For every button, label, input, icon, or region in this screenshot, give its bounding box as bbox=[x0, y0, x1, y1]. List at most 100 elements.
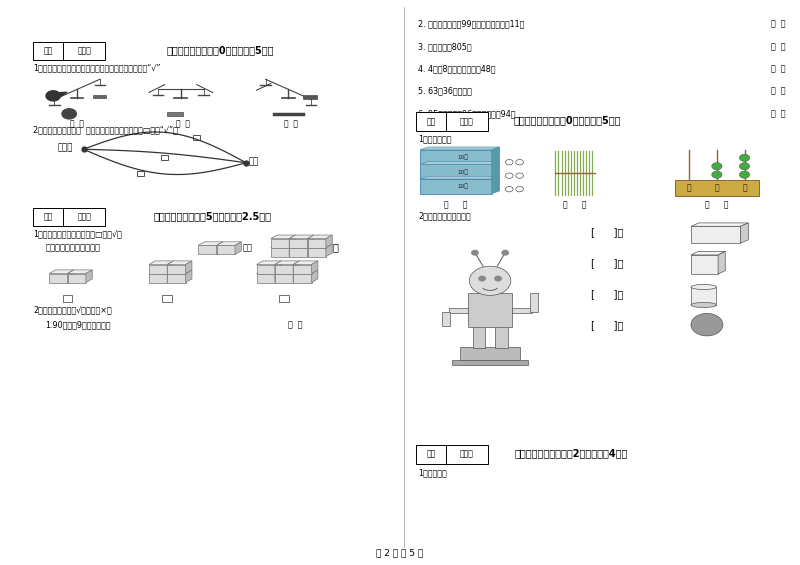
Text: 小明家: 小明家 bbox=[57, 143, 73, 152]
Bar bbox=[289, 238, 307, 247]
Polygon shape bbox=[307, 244, 332, 247]
Bar bbox=[307, 238, 326, 247]
Circle shape bbox=[739, 171, 750, 179]
Text: 得分: 得分 bbox=[44, 47, 53, 55]
Circle shape bbox=[516, 186, 523, 192]
Bar bbox=[193, 135, 200, 140]
Polygon shape bbox=[326, 235, 332, 247]
Text: 1、连一连。: 1、连一连。 bbox=[418, 468, 447, 477]
Bar bbox=[271, 238, 289, 247]
Text: 评卷人: 评卷人 bbox=[460, 450, 474, 459]
Text: 得分: 得分 bbox=[426, 117, 436, 126]
Polygon shape bbox=[311, 261, 318, 273]
Text: （  ）: （ ） bbox=[770, 42, 786, 51]
Text: 2、数一数，填一填吧。: 2、数一数，填一填吧。 bbox=[418, 212, 471, 221]
Text: 5. 63和36一样大。: 5. 63和36一样大。 bbox=[418, 87, 472, 96]
Polygon shape bbox=[293, 270, 318, 273]
Text: （      ）: （ ） bbox=[705, 201, 729, 210]
Text: 评卷人: 评卷人 bbox=[460, 117, 474, 126]
Text: [      ]个: [ ]个 bbox=[591, 320, 624, 329]
Text: 学校: 学校 bbox=[249, 157, 258, 166]
Circle shape bbox=[712, 171, 722, 179]
Polygon shape bbox=[307, 235, 314, 247]
Circle shape bbox=[495, 276, 502, 281]
Bar bbox=[420, 150, 492, 164]
Polygon shape bbox=[257, 270, 282, 273]
Polygon shape bbox=[167, 270, 174, 282]
Bar bbox=[93, 95, 106, 98]
Text: 1、相信我的判断力，一定能在最重的下面的（）里画“√”: 1、相信我的判断力，一定能在最重的下面的（）里画“√” bbox=[34, 63, 161, 72]
Text: （  ）: （ ） bbox=[284, 119, 298, 128]
Bar bbox=[257, 273, 275, 282]
Polygon shape bbox=[741, 223, 748, 243]
Text: 百: 百 bbox=[687, 184, 691, 193]
Bar bbox=[257, 264, 275, 273]
Text: （  ）: （ ） bbox=[770, 87, 786, 96]
Circle shape bbox=[46, 91, 60, 101]
Text: 10个: 10个 bbox=[458, 184, 469, 189]
Bar bbox=[217, 245, 235, 254]
Polygon shape bbox=[289, 235, 295, 247]
Bar bbox=[275, 273, 293, 282]
Ellipse shape bbox=[691, 285, 717, 289]
Circle shape bbox=[62, 109, 76, 119]
Polygon shape bbox=[167, 261, 192, 264]
Polygon shape bbox=[275, 261, 299, 264]
Bar bbox=[691, 287, 717, 305]
FancyArrow shape bbox=[56, 92, 67, 96]
Bar bbox=[495, 326, 508, 348]
Bar bbox=[293, 273, 311, 282]
Text: （  ）: （ ） bbox=[770, 64, 786, 73]
Polygon shape bbox=[275, 261, 282, 273]
Text: 2、小明家到学校有（  ）种走法，哪种最近，请在□里画“√”。: 2、小明家到学校有（ ）种走法，哪种最近，请在□里画“√”。 bbox=[34, 125, 178, 134]
Bar bbox=[275, 264, 293, 273]
Text: 评卷人: 评卷人 bbox=[78, 212, 91, 221]
Bar bbox=[675, 180, 758, 197]
Text: 得分: 得分 bbox=[44, 212, 53, 221]
Polygon shape bbox=[420, 147, 500, 150]
Text: [      ]个: [ ]个 bbox=[591, 227, 624, 237]
Polygon shape bbox=[420, 162, 500, 164]
Text: （  ）: （ ） bbox=[176, 119, 190, 128]
Text: 拼成: 拼成 bbox=[242, 243, 252, 252]
Bar bbox=[149, 273, 167, 282]
Bar bbox=[279, 295, 289, 302]
Bar bbox=[449, 308, 468, 314]
Bar bbox=[442, 312, 450, 326]
Circle shape bbox=[739, 154, 750, 162]
Polygon shape bbox=[149, 261, 174, 264]
Bar bbox=[34, 42, 105, 60]
Polygon shape bbox=[293, 270, 299, 282]
Bar bbox=[530, 293, 538, 312]
Polygon shape bbox=[167, 261, 174, 273]
Text: 个: 个 bbox=[742, 184, 747, 193]
Bar bbox=[198, 245, 217, 254]
Text: 2、对的在括号里画√，错的画×。: 2、对的在括号里画√，错的画×。 bbox=[34, 305, 112, 314]
Polygon shape bbox=[186, 270, 192, 282]
Text: 6. 95前面的数是96，后面的数是94。: 6. 95前面的数是96，后面的数是94。 bbox=[418, 110, 516, 118]
Text: 下面的哪一堆积木可以和: 下面的哪一堆积木可以和 bbox=[46, 243, 100, 252]
Bar bbox=[513, 308, 531, 314]
Bar bbox=[50, 273, 67, 282]
Text: （  ）: （ ） bbox=[770, 19, 786, 28]
Bar bbox=[149, 264, 167, 273]
Bar bbox=[468, 293, 513, 327]
Text: （      ）: （ ） bbox=[444, 201, 467, 210]
Polygon shape bbox=[217, 242, 223, 254]
Text: [      ]个: [ ]个 bbox=[591, 258, 624, 268]
Bar bbox=[473, 326, 486, 348]
Bar bbox=[691, 255, 718, 274]
Bar bbox=[34, 208, 105, 226]
Text: 评卷人: 评卷人 bbox=[78, 47, 91, 55]
Circle shape bbox=[506, 173, 513, 179]
Bar bbox=[460, 347, 520, 359]
Text: 10个: 10个 bbox=[458, 154, 469, 160]
Circle shape bbox=[739, 163, 750, 170]
Text: 得分: 得分 bbox=[426, 450, 436, 459]
Bar bbox=[416, 445, 488, 463]
Text: 第 2 页 共 5 页: 第 2 页 共 5 页 bbox=[376, 548, 424, 557]
Circle shape bbox=[502, 250, 509, 255]
Ellipse shape bbox=[691, 302, 717, 307]
Text: [      ]个: [ ]个 bbox=[591, 289, 624, 299]
Text: 六、数一数（本题共0分，每题危5分）: 六、数一数（本题共0分，每题危5分） bbox=[514, 116, 621, 125]
